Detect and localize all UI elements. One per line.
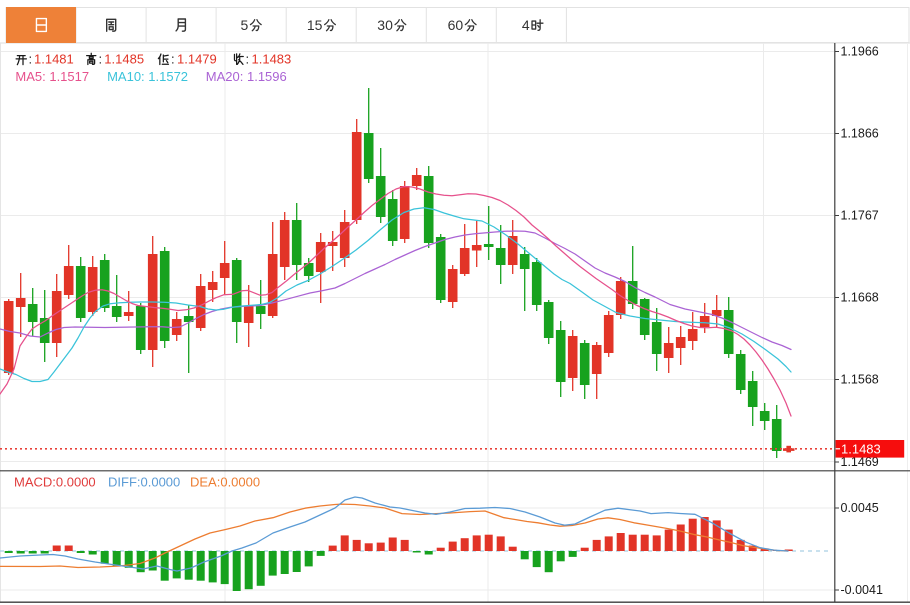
svg-text::: : bbox=[29, 52, 33, 67]
svg-text:MA5: 1.1517: MA5: 1.1517 bbox=[15, 69, 89, 84]
svg-text:1.1483: 1.1483 bbox=[841, 441, 881, 456]
svg-text:DIFF:0.0000: DIFF:0.0000 bbox=[108, 475, 180, 490]
svg-text:MACD:0.0000: MACD:0.0000 bbox=[14, 475, 96, 490]
svg-text:15: 15 bbox=[307, 17, 323, 33]
svg-text:1.1568: 1.1568 bbox=[841, 373, 879, 387]
svg-text::: : bbox=[171, 52, 175, 67]
svg-text:30: 30 bbox=[377, 17, 393, 33]
svg-text:MA20: 1.1596: MA20: 1.1596 bbox=[206, 69, 287, 84]
svg-text:60: 60 bbox=[448, 17, 464, 33]
svg-text:1.1866: 1.1866 bbox=[841, 127, 879, 141]
svg-text:MA10: 1.1572: MA10: 1.1572 bbox=[107, 69, 188, 84]
svg-text:1.1481: 1.1481 bbox=[34, 52, 74, 67]
svg-text:0.0045: 0.0045 bbox=[841, 501, 879, 515]
svg-text:1.1485: 1.1485 bbox=[104, 52, 144, 67]
svg-text:4: 4 bbox=[522, 17, 530, 33]
svg-text:DEA:0.0000: DEA:0.0000 bbox=[190, 475, 260, 490]
svg-text:1.1767: 1.1767 bbox=[841, 209, 879, 223]
svg-text:1.1469: 1.1469 bbox=[841, 455, 879, 469]
svg-text:1.1966: 1.1966 bbox=[841, 45, 879, 59]
svg-text::: : bbox=[99, 52, 103, 67]
svg-text:-0.0041: -0.0041 bbox=[841, 583, 883, 597]
svg-text:1.1668: 1.1668 bbox=[841, 291, 879, 305]
svg-text:1.1479: 1.1479 bbox=[177, 52, 217, 67]
svg-text:1.1483: 1.1483 bbox=[252, 52, 292, 67]
svg-text::: : bbox=[246, 52, 250, 67]
svg-text:5: 5 bbox=[241, 17, 249, 33]
